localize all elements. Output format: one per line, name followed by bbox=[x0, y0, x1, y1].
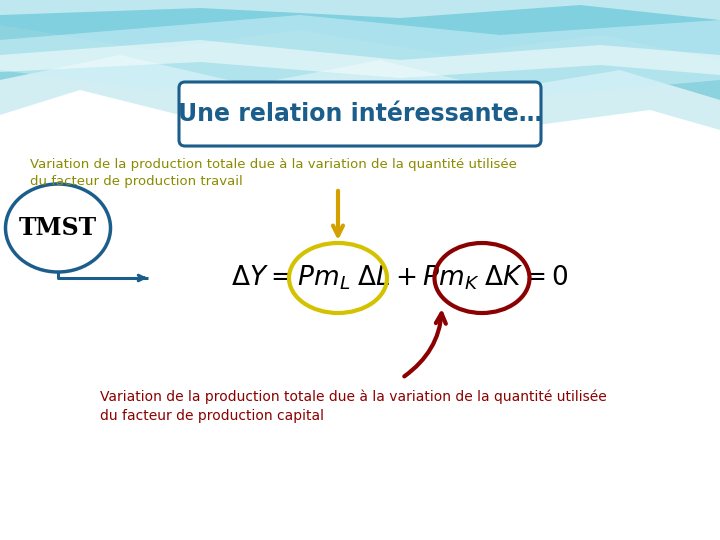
Polygon shape bbox=[0, 0, 720, 100]
FancyBboxPatch shape bbox=[179, 82, 541, 146]
Polygon shape bbox=[0, 0, 720, 20]
Text: Une relation intéressante…: Une relation intéressante… bbox=[178, 102, 542, 126]
Text: Variation de la production totale due à la variation de la quantité utilisée
du : Variation de la production totale due à … bbox=[100, 390, 607, 423]
Text: TMST: TMST bbox=[19, 216, 97, 240]
Polygon shape bbox=[0, 0, 720, 130]
Polygon shape bbox=[0, 0, 720, 60]
Polygon shape bbox=[0, 40, 720, 78]
Polygon shape bbox=[0, 15, 720, 95]
Text: $\Delta Y = Pm_L\;\Delta L + Pm_K\;\Delta K = 0$: $\Delta Y = Pm_L\;\Delta L + Pm_K\;\Delt… bbox=[231, 264, 569, 292]
Ellipse shape bbox=[6, 184, 110, 272]
Text: Variation de la production totale due à la variation de la quantité utilisée
du : Variation de la production totale due à … bbox=[30, 158, 517, 188]
